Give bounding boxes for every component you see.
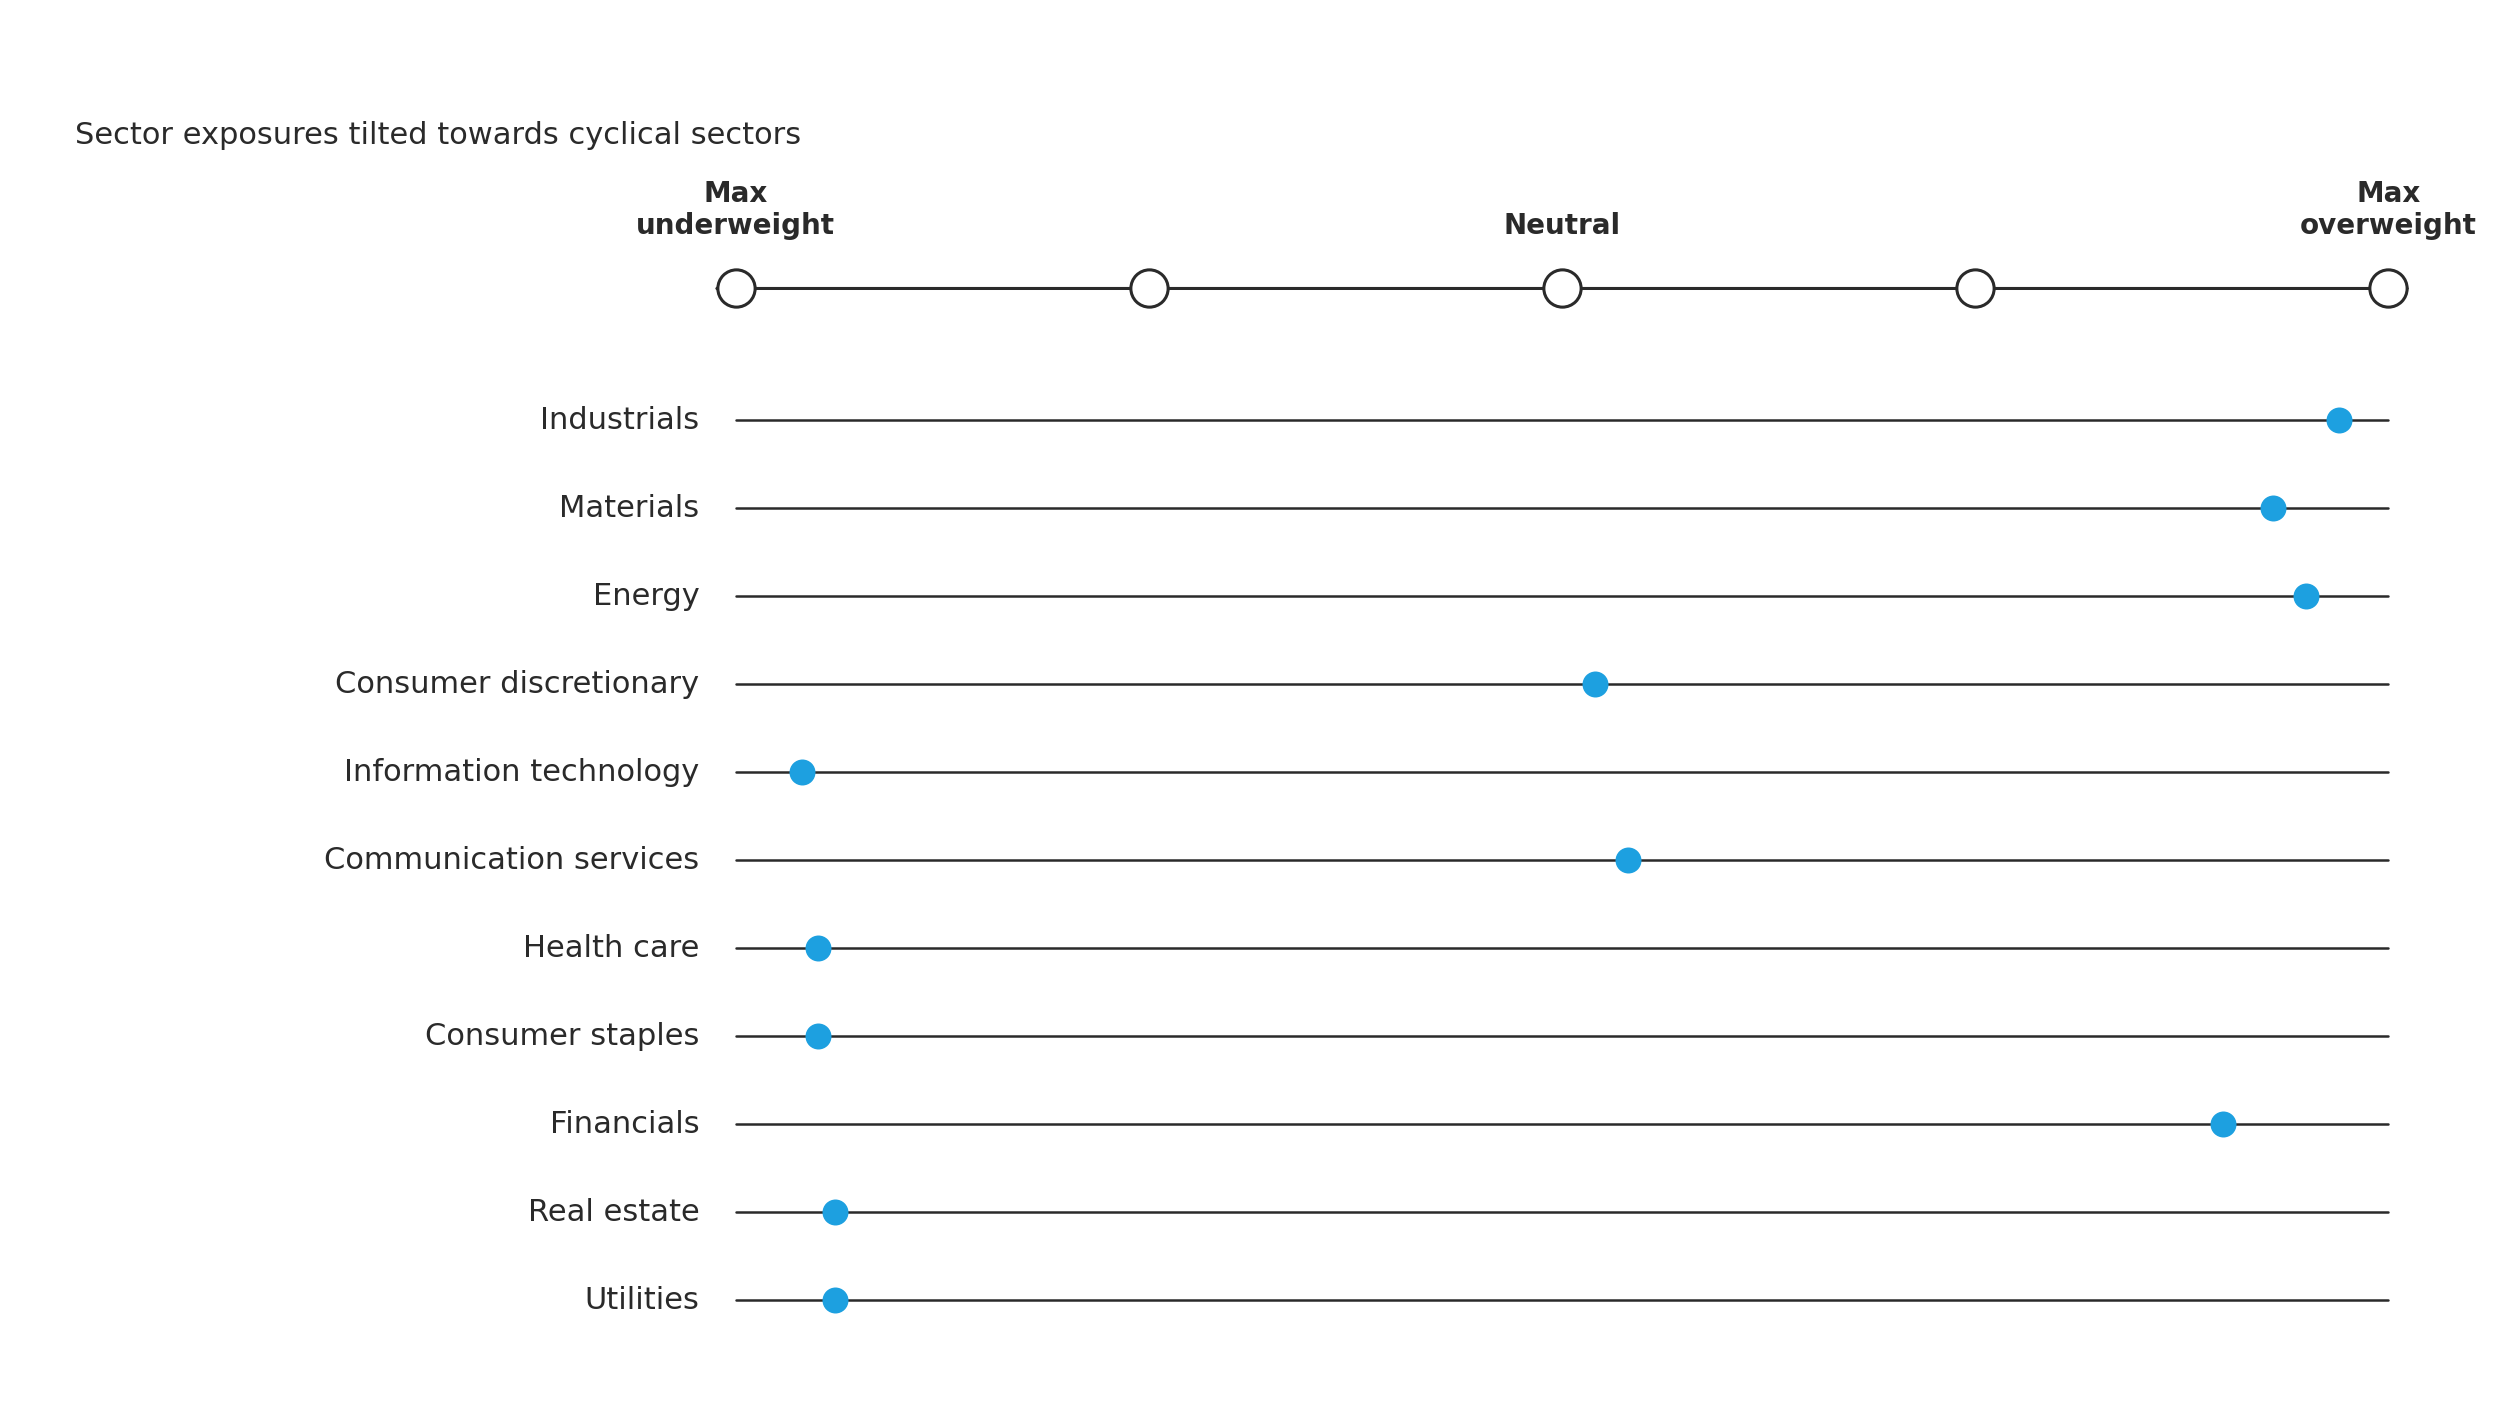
Text: Consumer staples: Consumer staples xyxy=(424,1022,699,1050)
Point xyxy=(1543,277,1582,299)
Text: Sector exposures tilted towards cyclical sectors: Sector exposures tilted towards cyclical… xyxy=(75,121,801,150)
Text: Max
overweight: Max overweight xyxy=(2299,180,2476,240)
Point xyxy=(1575,673,1615,695)
Point xyxy=(1954,277,1994,299)
Text: Information technology: Information technology xyxy=(344,758,699,786)
Text: Max
underweight: Max underweight xyxy=(636,180,836,240)
Text: Utilities: Utilities xyxy=(584,1286,699,1314)
Point xyxy=(814,1289,854,1311)
Text: Consumer discretionary: Consumer discretionary xyxy=(334,670,699,699)
Text: Industrials: Industrials xyxy=(539,406,699,435)
Point xyxy=(2369,277,2409,299)
Point xyxy=(2254,497,2294,519)
Point xyxy=(799,1025,839,1047)
Text: Health care: Health care xyxy=(522,934,699,963)
Point xyxy=(2286,585,2326,608)
Text: Communication services: Communication services xyxy=(324,845,699,875)
Text: Materials: Materials xyxy=(559,494,699,522)
Point xyxy=(2204,1113,2244,1136)
Point xyxy=(814,1200,854,1223)
Text: Neutral: Neutral xyxy=(1503,212,1620,240)
Point xyxy=(2319,409,2359,431)
Point xyxy=(799,936,839,959)
Point xyxy=(1607,849,1647,872)
Text: Energy: Energy xyxy=(592,581,699,611)
Text: Financials: Financials xyxy=(549,1109,699,1139)
Point xyxy=(716,277,756,299)
Text: Real estate: Real estate xyxy=(527,1198,699,1227)
Point xyxy=(781,761,821,783)
Point xyxy=(1128,277,1168,299)
